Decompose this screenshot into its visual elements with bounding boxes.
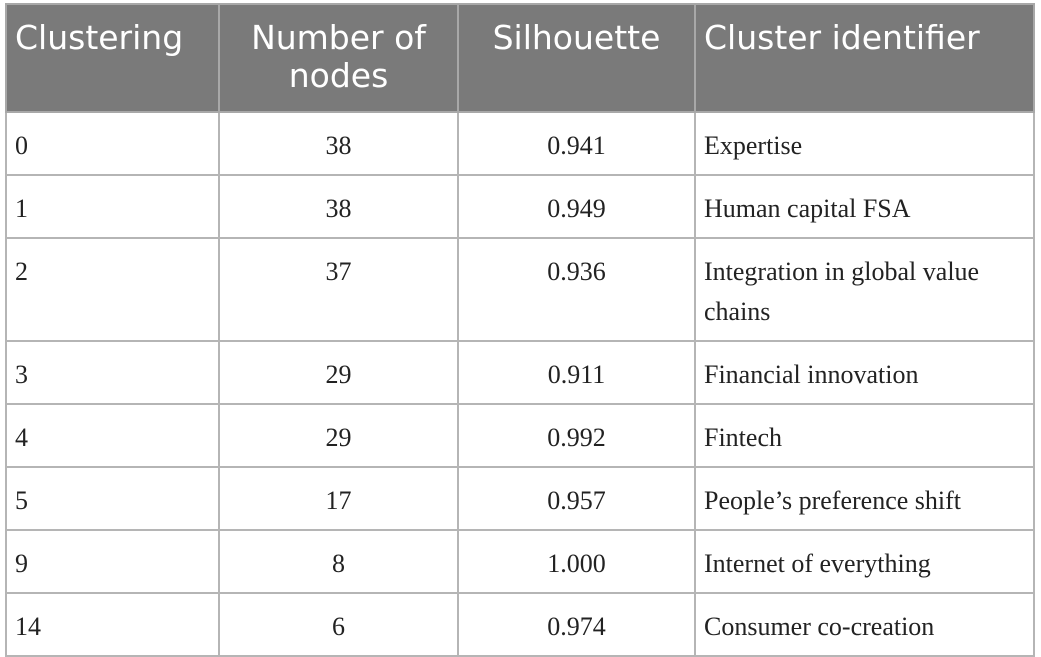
nodes-cell: 8 bbox=[218, 529, 459, 594]
table-row: 4 29 0.992 Fintech bbox=[5, 403, 1035, 468]
silhouette-cell: 1.000 bbox=[457, 529, 696, 594]
header-silhouette: Silhouette bbox=[457, 3, 696, 113]
header-cluster-identifier: Cluster identifier bbox=[694, 3, 1035, 113]
silhouette-cell: 0.949 bbox=[457, 174, 696, 239]
clustering-cell: 5 bbox=[5, 466, 220, 531]
silhouette-cell: 0.911 bbox=[457, 340, 696, 405]
table-row: 9 8 1.000 Internet of everything bbox=[5, 529, 1035, 594]
identifier-cell: Integration in global value chains bbox=[694, 237, 1035, 342]
silhouette-cell: 0.974 bbox=[457, 592, 696, 657]
clustering-cell: 1 bbox=[5, 174, 220, 239]
silhouette-cell: 0.941 bbox=[457, 111, 696, 176]
cluster-table: Clustering Number of nodes Silhouette Cl… bbox=[5, 3, 1035, 657]
identifier-cell: Fintech bbox=[694, 403, 1035, 468]
table-header: Clustering Number of nodes Silhouette Cl… bbox=[5, 3, 1035, 113]
table-row: 0 38 0.941 Expertise bbox=[5, 111, 1035, 176]
header-clustering: Clustering bbox=[5, 3, 220, 113]
clustering-cell: 0 bbox=[5, 111, 220, 176]
identifier-cell: Internet of everything bbox=[694, 529, 1035, 594]
identifier-cell: Human capital FSA bbox=[694, 174, 1035, 239]
identifier-cell: Consumer co-creation bbox=[694, 592, 1035, 657]
table-row: 3 29 0.911 Financial innovation bbox=[5, 340, 1035, 405]
clustering-cell: 3 bbox=[5, 340, 220, 405]
header-number-of-nodes: Number of nodes bbox=[218, 3, 459, 113]
nodes-cell: 38 bbox=[218, 174, 459, 239]
table-row: 14 6 0.974 Consumer co-creation bbox=[5, 592, 1035, 657]
clustering-cell: 14 bbox=[5, 592, 220, 657]
nodes-cell: 37 bbox=[218, 237, 459, 342]
silhouette-cell: 0.936 bbox=[457, 237, 696, 342]
identifier-cell: Financial innovation bbox=[694, 340, 1035, 405]
clustering-cell: 4 bbox=[5, 403, 220, 468]
nodes-cell: 17 bbox=[218, 466, 459, 531]
clustering-cell: 2 bbox=[5, 237, 220, 342]
table-body: 0 38 0.941 Expertise 1 38 0.949 Human ca… bbox=[5, 111, 1035, 657]
table-row: 5 17 0.957 People’s preference shift bbox=[5, 466, 1035, 531]
nodes-cell: 38 bbox=[218, 111, 459, 176]
nodes-cell: 6 bbox=[218, 592, 459, 657]
identifier-cell: Expertise bbox=[694, 111, 1035, 176]
silhouette-cell: 0.957 bbox=[457, 466, 696, 531]
table-row: 1 38 0.949 Human capital FSA bbox=[5, 174, 1035, 239]
identifier-cell: People’s preference shift bbox=[694, 466, 1035, 531]
table-row: 2 37 0.936 Integration in global value c… bbox=[5, 237, 1035, 342]
nodes-cell: 29 bbox=[218, 340, 459, 405]
nodes-cell: 29 bbox=[218, 403, 459, 468]
header-row: Clustering Number of nodes Silhouette Cl… bbox=[5, 3, 1035, 113]
silhouette-cell: 0.992 bbox=[457, 403, 696, 468]
clustering-cell: 9 bbox=[5, 529, 220, 594]
